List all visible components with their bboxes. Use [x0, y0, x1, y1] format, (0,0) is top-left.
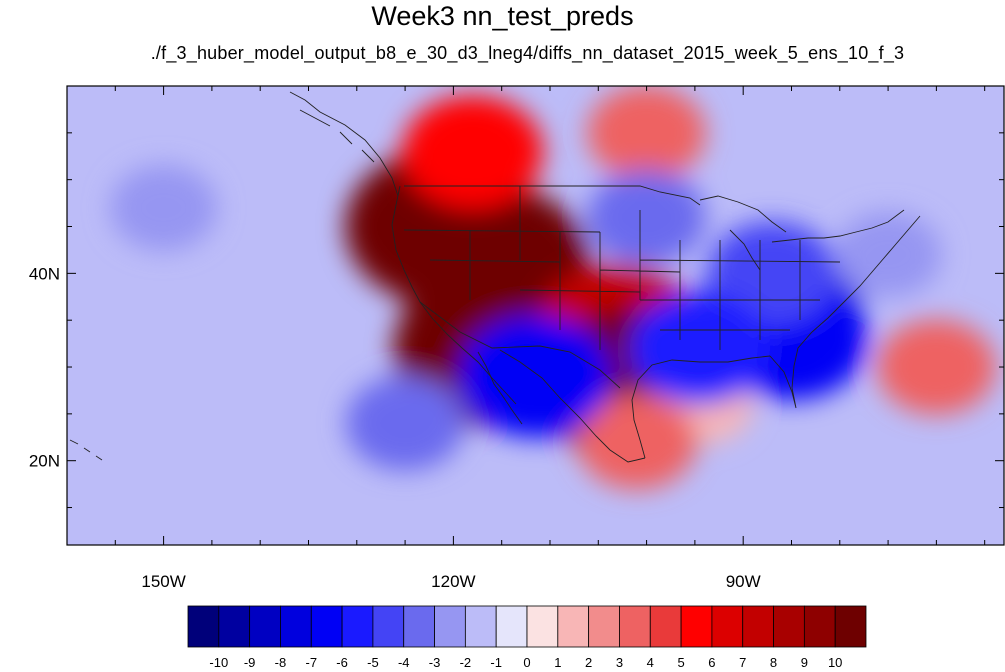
- colorbar-label: -7: [305, 655, 317, 670]
- colorbar-box: [557, 605, 590, 648]
- anomaly-region: [402, 95, 544, 209]
- colorbar-label: 4: [647, 655, 654, 670]
- colorbar-label: -2: [460, 655, 472, 670]
- colorbar-box: [403, 605, 435, 648]
- colorbar-box: [218, 605, 251, 648]
- latitude-labels: 20N 40N: [29, 264, 60, 470]
- colorbar-box: [803, 605, 836, 648]
- map-ticks: [67, 86, 1004, 545]
- colorbar-box: [187, 605, 220, 648]
- colorbar-box: [649, 605, 682, 648]
- colorbar-box: [249, 605, 281, 648]
- colorbar-label: -5: [367, 655, 379, 670]
- longitude-label: 90W: [726, 572, 761, 591]
- colorbar-box: [619, 605, 651, 648]
- anomaly-region: [577, 394, 697, 490]
- colorbar-boxes: [187, 605, 867, 648]
- colorbar-label: -8: [275, 655, 287, 670]
- colorbar-box: [742, 605, 774, 648]
- latitude-label: 40N: [29, 264, 60, 283]
- colorbar-box: [372, 605, 405, 648]
- anomaly-region: [345, 375, 465, 471]
- map-title: Week3 nn_test_preds: [371, 1, 634, 31]
- colorbar-box: [834, 605, 867, 648]
- anomaly-region: [109, 164, 218, 251]
- anomaly-region: [629, 291, 771, 405]
- colorbar-label: 9: [801, 655, 808, 670]
- longitude-label: 120W: [431, 572, 475, 591]
- colorbar-box: [526, 605, 559, 648]
- colorbar-label: 5: [677, 655, 684, 670]
- anomaly-region: [459, 315, 612, 438]
- colorbar-label: -9: [244, 655, 256, 670]
- colorbar-box: [711, 605, 744, 648]
- colorbar-label: -1: [490, 655, 502, 670]
- colorbar: -10 -9 -8 -7 -6 -5 -4 -3 -2 -1 0 1 2 3 4 5 6 7 8 9 10: [187, 605, 867, 670]
- map-plot-area: [67, 86, 1004, 545]
- colorbar-box: [588, 605, 620, 648]
- colorbar-label: 1: [554, 655, 561, 670]
- map-subtitle: ./f_3_huber_model_output_b8_e_30_d3_lneg…: [150, 43, 905, 63]
- colorbar-labels: -10 -9 -8 -7 -6 -5 -4 -3 -2 -1 0 1 2 3 4 5 6 7 8 9 10: [209, 655, 842, 670]
- colorbar-label: 3: [616, 655, 623, 670]
- colorbar-label: 10: [828, 655, 842, 670]
- colorbar-box: [434, 605, 466, 648]
- anomaly-region: [877, 319, 996, 415]
- anomaly-region: [834, 211, 942, 298]
- colorbar-label: 6: [708, 655, 715, 670]
- colorbar-label: -6: [336, 655, 348, 670]
- colorbar-label: 8: [770, 655, 777, 670]
- anomaly-region: [587, 86, 706, 181]
- map-frame: [66, 85, 1005, 546]
- anomaly-region: [587, 169, 706, 265]
- colorbar-box: [341, 605, 374, 648]
- colorbar-label: -4: [398, 655, 410, 670]
- colorbar-box: [464, 605, 497, 648]
- coastline-borders: [69, 91, 921, 463]
- colorbar-label: 7: [739, 655, 746, 670]
- colorbar-box: [310, 605, 343, 648]
- colorbar-box: [773, 605, 805, 648]
- colorbar-box: [680, 605, 713, 648]
- colorbar-box: [495, 605, 528, 648]
- colorbar-label: -10: [209, 655, 228, 670]
- longitude-label: 150W: [141, 572, 185, 591]
- colorbar-label: 2: [585, 655, 592, 670]
- longitude-labels: 150W 120W 90W: [141, 572, 760, 591]
- latitude-label: 20N: [29, 452, 60, 471]
- colorbar-label: 0: [523, 655, 530, 670]
- anomaly-region: [707, 221, 838, 326]
- colorbar-box: [280, 605, 312, 648]
- colorbar-label: -3: [429, 655, 441, 670]
